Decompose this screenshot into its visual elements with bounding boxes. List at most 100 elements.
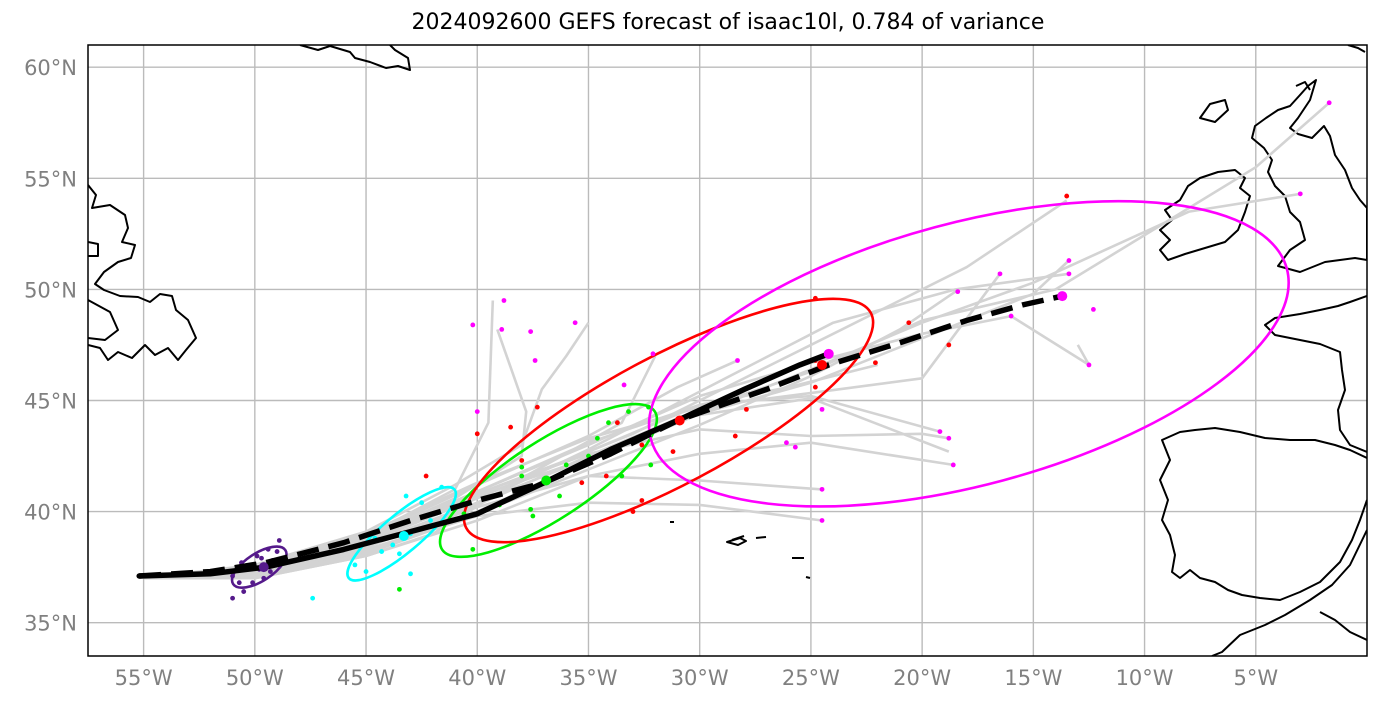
coastline-france <box>1264 295 1367 453</box>
lead3-point <box>648 462 654 468</box>
ensemble-member-tracks <box>143 101 1331 580</box>
chart-title: 2024092600 GEFS forecast of isaac10l, 0.… <box>411 10 1045 35</box>
coastline-greenland <box>299 45 411 71</box>
lead4-point <box>603 473 609 479</box>
coastline-iberia <box>1159 427 1367 601</box>
lead1-point <box>267 569 273 574</box>
lead2-point <box>390 542 396 548</box>
lead3-point <box>646 404 651 410</box>
lead4-point <box>508 424 514 430</box>
lead5-point <box>1066 271 1072 277</box>
lead4-point <box>423 473 429 479</box>
lon-tick-label: 35°W <box>559 666 617 690</box>
lead2-point <box>310 595 316 601</box>
lead4-point <box>946 342 952 348</box>
axis-tick-labels: 55°W 50°W 45°W 40°W 35°W 30°W 25°W 20°W 15°W 10°W… <box>24 56 1278 690</box>
lead4-point <box>812 295 818 301</box>
member-track <box>143 101 1331 580</box>
lead2-point <box>408 571 413 577</box>
lon-tick-label: 5°W <box>1233 666 1278 690</box>
lon-tick-label: 30°W <box>671 666 729 690</box>
coastline-africa <box>1211 529 1367 656</box>
coastline-labrador-fragment <box>88 299 119 341</box>
lead5-point <box>1297 191 1303 197</box>
lead1-point <box>230 573 235 579</box>
lead5-point <box>1008 313 1014 319</box>
lead1-point <box>276 538 282 543</box>
lead2-point <box>428 518 433 523</box>
island-azores-2 <box>731 535 745 541</box>
lead4-ellipse <box>462 297 875 544</box>
uncertainty-ellipses <box>230 199 1290 589</box>
control-track <box>139 293 1063 579</box>
lead3-point <box>557 493 562 499</box>
lon-tick-label: 55°W <box>115 666 173 690</box>
coastline-newfoundland <box>88 184 197 361</box>
coastline-cape-breton <box>88 241 99 257</box>
lead5-point <box>946 435 952 441</box>
lead4-point <box>906 320 912 326</box>
island-azores-5 <box>805 576 811 579</box>
lead2-point <box>439 484 445 490</box>
lead1-point <box>261 575 267 581</box>
lead4-point <box>639 442 645 448</box>
lead1-point <box>254 553 260 559</box>
lead3-mean-marker <box>541 475 552 486</box>
lat-tick-label: 35°N <box>24 612 77 636</box>
lead4-point <box>474 431 480 437</box>
lead5-point <box>735 358 740 363</box>
lead3-point <box>594 435 600 441</box>
lead2-point <box>403 493 409 499</box>
member-track <box>143 355 657 580</box>
lead3-point <box>626 409 631 414</box>
lead3-point <box>397 586 402 592</box>
lead4-point <box>579 480 585 486</box>
lead5-point <box>532 358 538 363</box>
lead4-point <box>519 458 525 463</box>
lat-tick-label: 60°N <box>24 56 77 80</box>
mean-tracks <box>136 291 1068 579</box>
ensemble-mean-track <box>136 351 832 579</box>
lead5-point <box>819 406 825 412</box>
lon-tick-label: 50°W <box>226 666 284 690</box>
lead5-point <box>784 440 789 446</box>
lead4-point <box>744 406 749 412</box>
lead1-ellipse <box>230 545 288 589</box>
lead5-point <box>792 444 798 450</box>
lead2-point <box>352 562 358 568</box>
lead5-point <box>572 320 578 326</box>
lead4-point <box>812 384 818 390</box>
lon-tick-label: 40°W <box>448 666 506 690</box>
lead3-point <box>606 420 611 426</box>
lat-tick-label: 55°N <box>24 167 77 191</box>
lead5-point <box>955 289 961 295</box>
lead1-mean-marker <box>258 562 269 573</box>
lead4-point <box>670 449 676 454</box>
lead5-point <box>950 462 956 468</box>
lead4-point <box>639 498 645 503</box>
member-track <box>143 273 1002 580</box>
lead1-point <box>236 580 242 586</box>
lat-tick-label: 45°N <box>24 389 77 413</box>
lead3-point <box>519 464 525 470</box>
lead4-point <box>732 433 738 439</box>
lon-tick-label: 25°W <box>782 666 840 690</box>
lead5-point <box>470 322 476 328</box>
lat-tick-label: 40°N <box>24 501 77 525</box>
member-track <box>143 199 1068 580</box>
lead3-point <box>519 473 525 479</box>
lead5-point <box>1066 258 1072 263</box>
coastline-orkney <box>1295 81 1311 91</box>
lead2-mean-marker <box>398 531 409 542</box>
lead5-point <box>1091 306 1096 312</box>
lon-tick-label: 45°W <box>337 666 395 690</box>
lead2-point <box>397 551 402 557</box>
lead3-point <box>563 462 569 468</box>
lead3-point <box>619 473 625 479</box>
lead2-ellipse <box>346 485 458 582</box>
coastline-africa-north <box>1319 611 1367 641</box>
lead5-mean-marker <box>1057 291 1068 302</box>
lead5-point <box>474 409 480 414</box>
member-track <box>143 428 950 580</box>
